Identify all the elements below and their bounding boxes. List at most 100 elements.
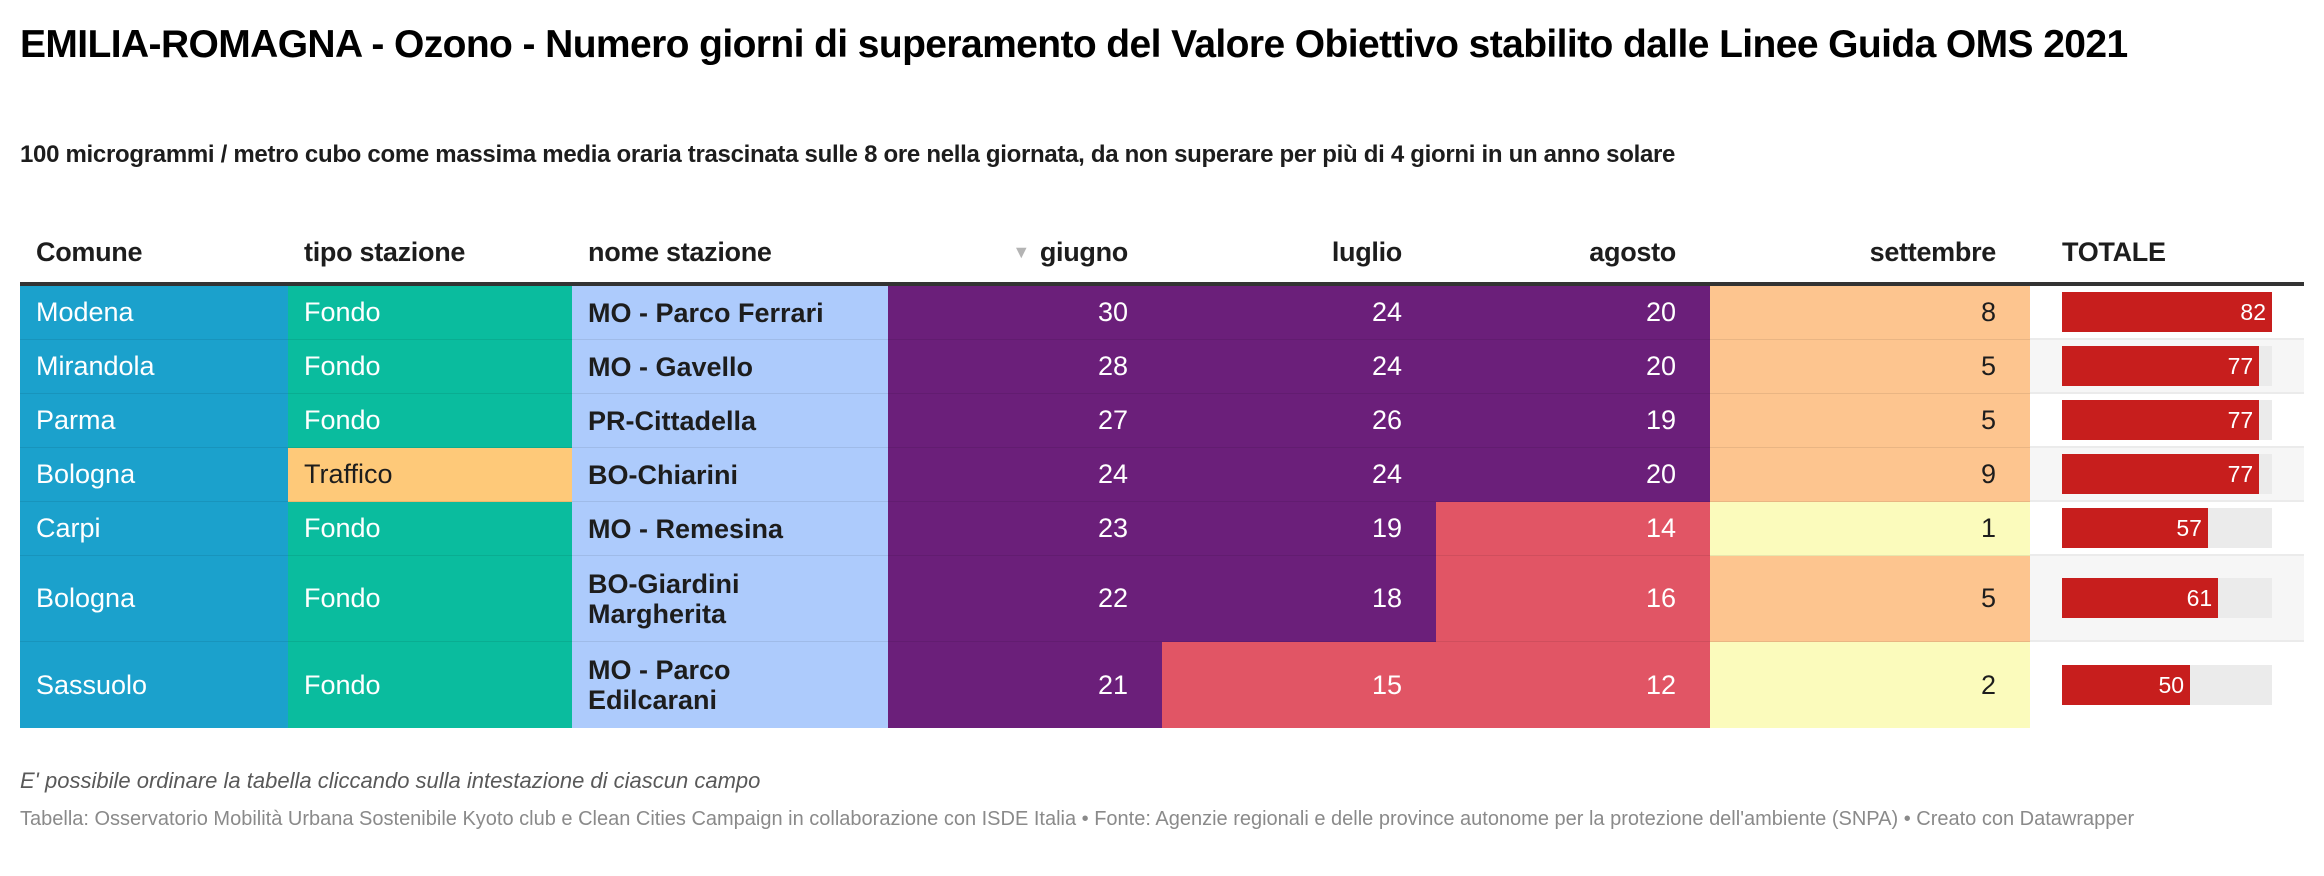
total-bar-label: 77 [2227,406,2254,433]
cell-comune: Carpi [20,502,288,556]
table-body: Modena Fondo MO - Parco Ferrari 30 24 20 8 82 Mi… [20,286,2304,728]
cell-agosto: 20 [1436,448,1710,502]
column-header-settembre[interactable]: settembre [1710,222,2030,282]
cell-tipo-stazione: Fondo [288,502,572,556]
table-row: Carpi Fondo MO - Remesina 23 19 14 1 57 [20,502,2304,556]
cell-settembre-value: 5 [1980,583,1996,613]
cell-agosto: 14 [1436,502,1710,556]
column-header-comune[interactable]: Comune [20,222,288,282]
chart-title: EMILIA-ROMAGNA - Ozono - Numero giorni d… [20,23,2128,66]
cell-totale: 61 [2030,556,2304,642]
column-header-label: Comune [36,236,143,267]
footer-note: E' possibile ordinare la tabella cliccan… [20,768,761,793]
data-table: Comune tipo stazione nome stazione ▼ giug… [20,222,2304,728]
column-header-label: agosto [1589,236,1676,267]
cell-luglio: 15 [1162,642,1436,728]
cell-luglio: 24 [1162,448,1436,502]
column-header-nome-stazione[interactable]: nome stazione [572,222,888,282]
cell-nome-stazione: MO - Parco Edilcarani [572,642,888,728]
cell-giugno-value: 27 [1097,405,1128,435]
column-header-label: tipo stazione [304,236,466,267]
total-bar: 61 [2062,578,2219,618]
cell-nome-stazione-value: MO - Gavello [588,351,754,382]
column-header-luglio[interactable]: luglio [1162,222,1436,282]
column-header-giugno[interactable]: ▼ giugno [888,222,1162,282]
total-bar-track: 61 [2062,578,2272,618]
cell-comune-value: Bologna [36,459,136,489]
cell-nome-stazione: MO - Gavello [572,340,888,394]
cell-settembre-value: 5 [1980,405,1996,435]
total-bar: 57 [2062,508,2208,548]
cell-tipo-stazione: Fondo [288,642,572,728]
total-bar: 77 [2062,400,2260,440]
cell-comune-value: Modena [36,297,134,327]
cell-tipo-stazione-value: Fondo [304,405,381,435]
cell-agosto-value: 20 [1645,297,1676,327]
cell-agosto: 12 [1436,642,1710,728]
column-header-label: giugno [1039,236,1128,267]
cell-nome-stazione-value: MO - Remesina [588,513,784,544]
cell-giugno: 28 [888,340,1162,394]
cell-luglio: 24 [1162,286,1436,340]
total-bar-label: 82 [2240,298,2266,325]
total-bar-track: 77 [2062,454,2272,494]
column-header-tipo-stazione[interactable]: tipo stazione [288,222,572,282]
cell-comune: Mirandola [20,340,288,394]
cell-giugno-value: 30 [1097,297,1128,327]
cell-comune-value: Carpi [36,513,101,543]
cell-tipo-stazione: Fondo [288,394,572,448]
total-bar-label: 77 [2227,460,2254,487]
cell-tipo-stazione-value: Traffico [304,459,393,489]
cell-totale: 57 [2030,502,2304,556]
column-header-label: settembre [1869,236,1997,267]
cell-comune: Sassuolo [20,642,288,728]
cell-comune-value: Mirandola [36,351,155,381]
cell-tipo-stazione-value: Fondo [304,351,381,381]
cell-luglio-value: 24 [1371,351,1402,381]
cell-settembre: 1 [1710,502,2030,556]
cell-comune-value: Sassuolo [36,669,148,700]
cell-settembre: 9 [1710,448,2030,502]
total-bar: 82 [2062,292,2272,332]
cell-nome-stazione-value: MO - Parco Edilcarani [588,655,731,715]
cell-comune-value: Parma [36,405,116,435]
cell-nome-stazione: PR-Cittadella [572,394,888,448]
total-bar: 77 [2062,346,2260,386]
cell-giugno-value: 28 [1097,351,1128,381]
cell-giugno-value: 24 [1097,459,1128,489]
cell-agosto: 20 [1436,340,1710,394]
cell-nome-stazione-value: BO-Chiarini [588,459,739,490]
column-header-label: luglio [1331,236,1402,267]
cell-totale: 77 [2030,448,2304,502]
cell-agosto-value: 14 [1645,513,1676,543]
cell-settembre: 5 [1710,394,2030,448]
cell-agosto-value: 19 [1645,405,1676,435]
cell-agosto: 19 [1436,394,1710,448]
cell-tipo-stazione: Traffico [288,448,572,502]
cell-luglio-value: 24 [1371,297,1402,327]
cell-nome-stazione-value: PR-Cittadella [588,405,757,436]
cell-settembre-value: 2 [1980,669,1996,700]
cell-giugno: 30 [888,286,1162,340]
cell-settembre-value: 1 [1980,513,1996,543]
table-row: Bologna Traffico BO-Chiarini 24 24 20 9 77 [20,448,2304,502]
table-row: Bologna Fondo BO-Giardini Margherita 22 18 16… [20,556,2304,642]
cell-luglio: 19 [1162,502,1436,556]
cell-totale: 82 [2030,286,2304,340]
sort-descending-icon[interactable]: ▼ [1012,241,1030,262]
cell-totale: 77 [2030,394,2304,448]
cell-giugno: 21 [888,642,1162,728]
cell-comune: Bologna [20,448,288,502]
cell-comune: Modena [20,286,288,340]
total-bar-track: 77 [2062,400,2272,440]
table-row: Modena Fondo MO - Parco Ferrari 30 24 20 8 82 [20,286,2304,340]
total-bar-label: 61 [2186,584,2213,611]
total-bar-label: 50 [2158,671,2185,698]
cell-agosto-value: 16 [1645,583,1676,613]
cell-agosto-value: 20 [1645,459,1676,489]
total-bar-track: 82 [2062,292,2272,332]
column-header-totale[interactable]: TOTALE [2030,222,2304,282]
cell-giugno-value: 22 [1097,583,1128,613]
total-bar-label: 77 [2227,352,2254,379]
column-header-agosto[interactable]: agosto [1436,222,1710,282]
